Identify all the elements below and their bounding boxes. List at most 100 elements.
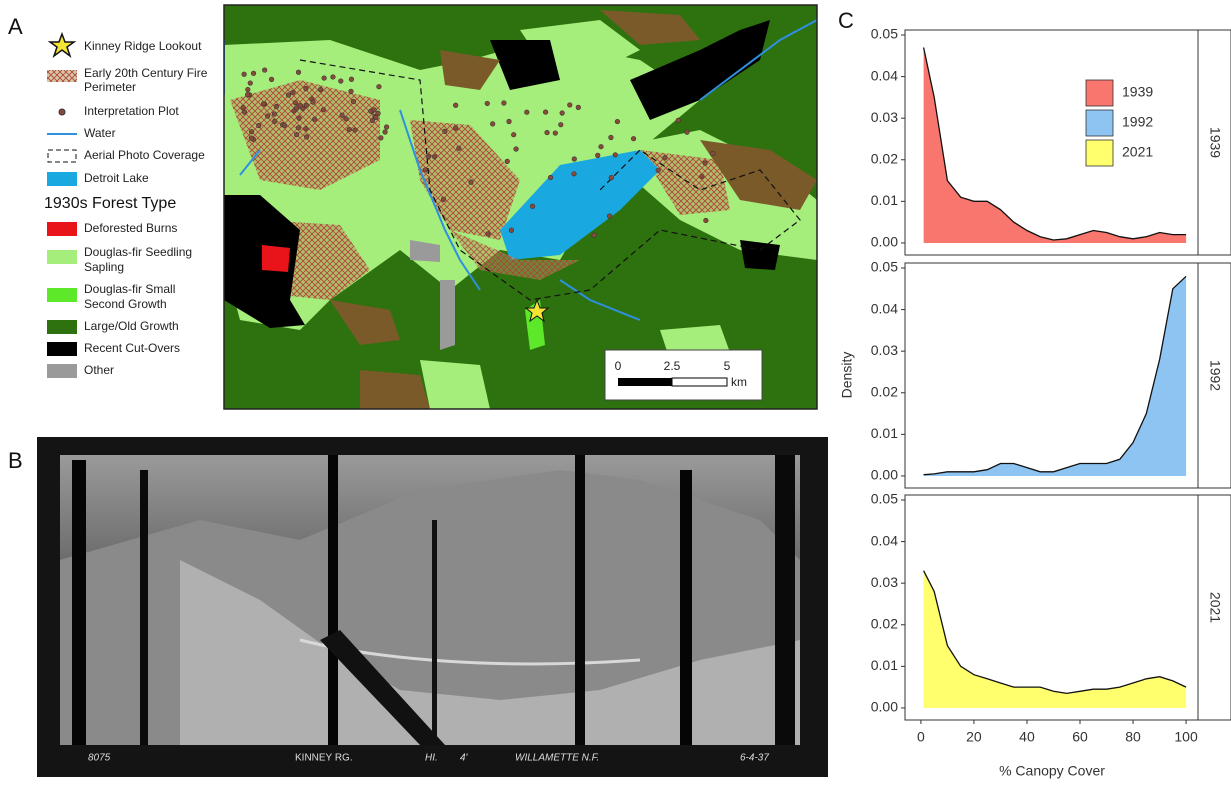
plot-point bbox=[282, 123, 287, 128]
plot-point bbox=[560, 111, 565, 116]
scale-bar bbox=[672, 378, 727, 386]
plot-point bbox=[291, 90, 296, 95]
legend-label: Douglas-fir Small Second Growth bbox=[84, 282, 196, 312]
plot-point bbox=[274, 104, 279, 109]
legend-swatch bbox=[1086, 80, 1113, 106]
scale-label: 0 bbox=[615, 359, 622, 373]
plot-point bbox=[286, 93, 291, 98]
plot-point bbox=[384, 125, 389, 130]
plot-point bbox=[377, 84, 382, 89]
plot-point bbox=[663, 155, 668, 160]
plot-point bbox=[293, 100, 298, 105]
plot-point bbox=[676, 118, 681, 123]
plot-point bbox=[251, 71, 256, 76]
x-axis-label: % Canopy Cover bbox=[999, 763, 1105, 779]
plot-point bbox=[704, 218, 709, 223]
plot-point bbox=[294, 132, 299, 137]
legend-label: 2021 bbox=[1122, 144, 1153, 160]
plot-point bbox=[318, 87, 323, 92]
y-tick-label: 0.03 bbox=[871, 342, 898, 358]
y-tick-label: 0.02 bbox=[871, 150, 898, 166]
y-tick-label: 0.00 bbox=[871, 234, 898, 250]
plot-point bbox=[703, 161, 708, 166]
plot-point bbox=[609, 175, 614, 180]
y-tick-label: 0.05 bbox=[871, 259, 898, 275]
y-tick-label: 0.03 bbox=[871, 574, 898, 590]
plot-point bbox=[453, 103, 458, 108]
map-legend: Kinney Ridge Lookout Early 20th Century … bbox=[44, 34, 222, 378]
plot-point bbox=[298, 103, 303, 108]
photo-label: KINNEY RG. bbox=[295, 753, 353, 764]
scale-unit: km bbox=[731, 375, 747, 389]
plot-point bbox=[509, 228, 514, 233]
plot-point bbox=[511, 132, 516, 137]
plot-point bbox=[246, 87, 251, 92]
plot-point bbox=[423, 167, 428, 172]
y-tick-label: 0.05 bbox=[871, 491, 898, 507]
legend-label-box: Douglas-fir Small Second Growth bbox=[84, 282, 222, 314]
legend-label: Other bbox=[84, 363, 114, 377]
plot-point bbox=[441, 197, 446, 202]
y-tick-label: 0.01 bbox=[871, 425, 898, 441]
plot-point bbox=[592, 233, 597, 238]
plot-point bbox=[351, 99, 356, 104]
y-tick-label: 0.04 bbox=[871, 532, 898, 548]
plot-point bbox=[507, 119, 512, 124]
plot-point bbox=[322, 76, 327, 81]
plot-point bbox=[432, 154, 437, 159]
plot-point bbox=[261, 102, 266, 107]
plot-point bbox=[485, 101, 490, 106]
x-tick-label: 60 bbox=[1072, 729, 1088, 745]
panel-label: B bbox=[8, 448, 23, 473]
plot-point bbox=[304, 86, 309, 91]
plot-point bbox=[543, 110, 548, 115]
plot-point bbox=[376, 111, 381, 116]
plot-point bbox=[249, 136, 254, 141]
plot-point bbox=[272, 112, 277, 117]
plot-point bbox=[249, 129, 254, 134]
plot-point bbox=[383, 130, 388, 135]
plot-point bbox=[576, 105, 581, 110]
plot-point bbox=[248, 81, 253, 86]
legend-swatch bbox=[1086, 110, 1113, 136]
plot-point bbox=[457, 146, 462, 151]
plot-point bbox=[265, 114, 270, 119]
plot-point bbox=[599, 144, 604, 149]
plot-point bbox=[711, 151, 716, 156]
plot-point bbox=[502, 101, 507, 106]
legend-label: Deforested Burns bbox=[84, 221, 177, 235]
plot-point bbox=[321, 107, 326, 112]
y-tick-label: 0.02 bbox=[871, 383, 898, 399]
plot-point bbox=[656, 168, 661, 173]
facet-label: 1992 bbox=[1207, 360, 1223, 391]
figure: A B C 0 2.5 5 km bbox=[0, 0, 1231, 784]
photo-label: HI. bbox=[425, 753, 438, 764]
photo-label: 8075 bbox=[88, 753, 111, 764]
y-tick-label: 0.03 bbox=[871, 109, 898, 125]
legend-label: Water bbox=[84, 126, 116, 140]
plot-point bbox=[296, 126, 301, 131]
plot-point bbox=[558, 122, 563, 127]
y-tick-label: 0.04 bbox=[871, 300, 898, 316]
plot-point bbox=[595, 153, 600, 158]
plot-point bbox=[241, 105, 246, 110]
plot-point bbox=[525, 110, 530, 115]
legend-label: Large/Old Growth bbox=[84, 319, 179, 333]
y-axis-label: Density bbox=[839, 352, 855, 399]
plot-point bbox=[349, 77, 354, 82]
plot-point bbox=[344, 117, 349, 122]
plot-point bbox=[685, 130, 690, 135]
x-tick-label: 20 bbox=[966, 729, 982, 745]
y-tick-label: 0.01 bbox=[871, 192, 898, 208]
plot-point bbox=[486, 232, 491, 237]
photo bbox=[37, 437, 828, 777]
panel-label: A bbox=[8, 14, 23, 39]
x-tick-label: 80 bbox=[1125, 729, 1141, 745]
scale-label: 5 bbox=[724, 359, 731, 373]
legend-label: Interpretation Plot bbox=[84, 104, 179, 118]
y-tick-label: 0.01 bbox=[871, 657, 898, 673]
plot-point bbox=[379, 136, 384, 141]
map bbox=[224, 5, 817, 409]
plot-point bbox=[453, 126, 458, 131]
plot-point bbox=[297, 116, 302, 121]
